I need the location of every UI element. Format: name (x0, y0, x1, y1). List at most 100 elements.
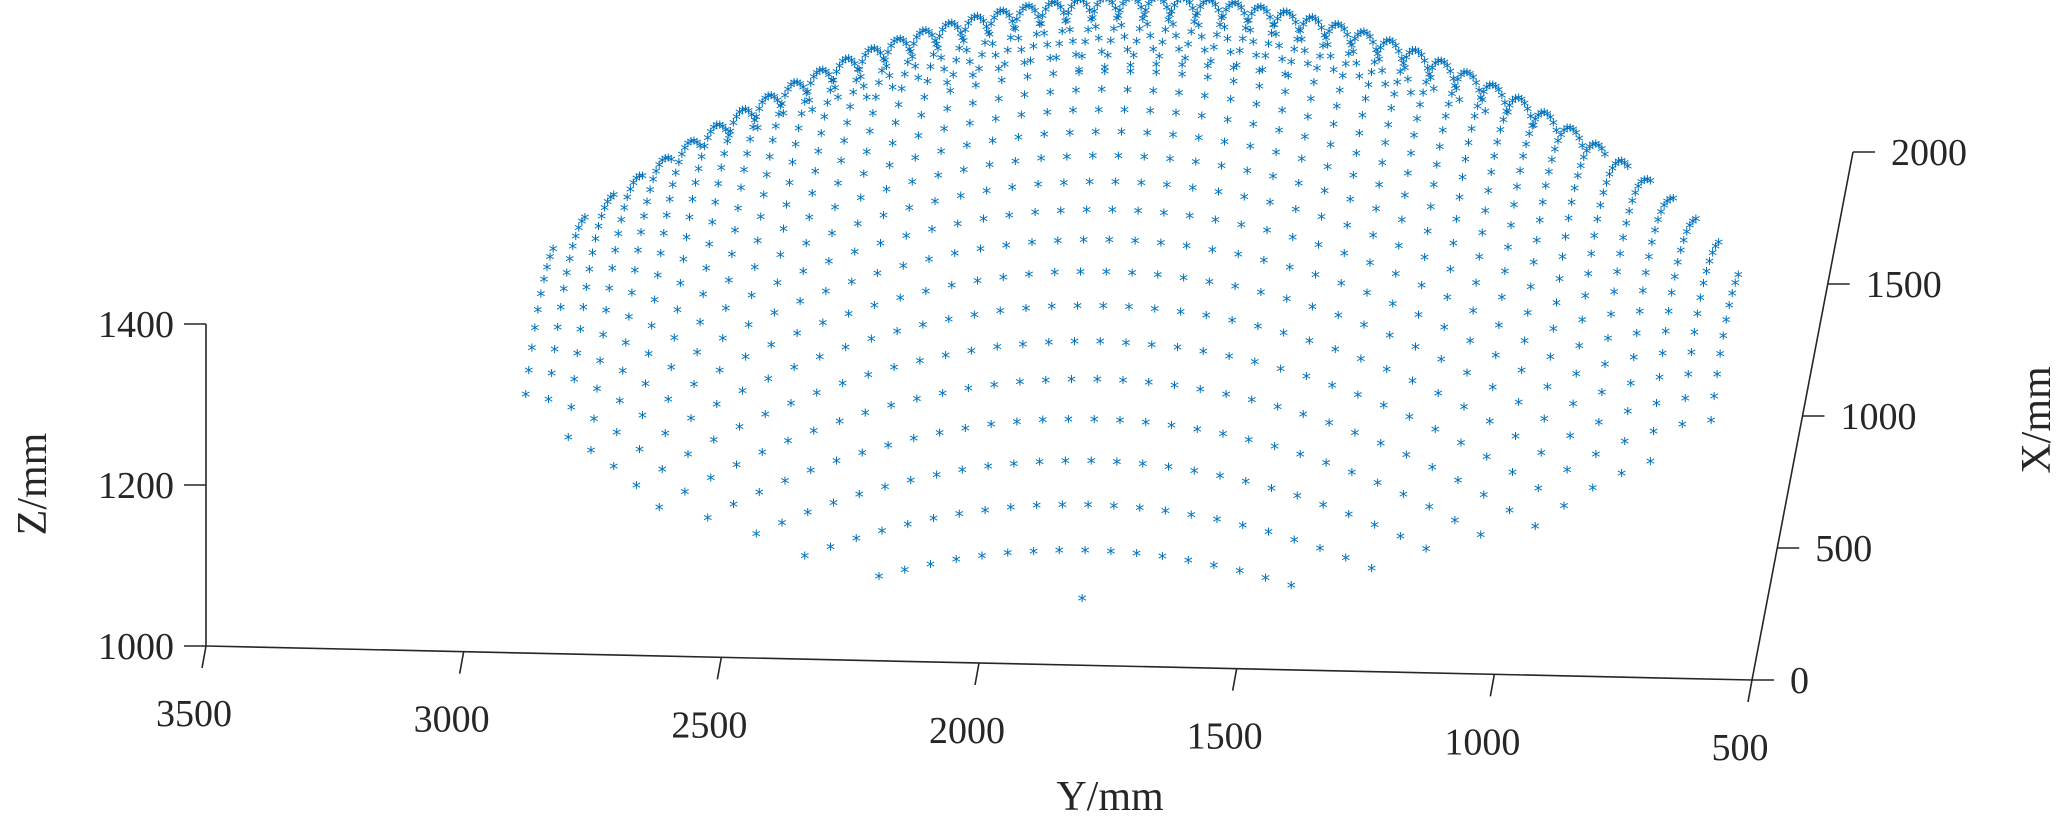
data-point: * (1588, 137, 1597, 158)
data-point: * (1008, 180, 1017, 201)
data-point: * (1494, 318, 1503, 339)
data-point: * (990, 377, 999, 398)
y-tick-label: 2500 (671, 704, 747, 746)
data-point: * (1337, 276, 1346, 297)
data-point: * (1303, 57, 1312, 78)
data-point: * (1161, 503, 1170, 524)
data-point: * (1300, 43, 1309, 64)
data-point: * (1011, 154, 1020, 175)
data-point: * (744, 104, 753, 125)
data-point: * (665, 192, 674, 213)
data-point: * (1426, 70, 1435, 91)
data-point: * (1475, 83, 1484, 104)
data-point: * (638, 168, 647, 189)
data-point: * (1425, 500, 1434, 521)
data-point: * (1396, 529, 1405, 550)
data-point: * (770, 90, 779, 111)
data-point: * (831, 81, 840, 102)
data-point: * (1106, 34, 1115, 55)
data-point: * (553, 320, 562, 341)
data-point: * (1414, 44, 1423, 65)
data-point: * (685, 210, 694, 231)
data-point: * (912, 391, 921, 412)
data-point: * (1384, 117, 1393, 138)
data-point: * (994, 91, 1003, 112)
data-point: * (768, 133, 777, 154)
data-point: * (1679, 233, 1688, 254)
data-point: * (1043, 105, 1052, 126)
data-point: * (1411, 340, 1420, 361)
data-point: * (1147, 0, 1156, 13)
data-point: * (1678, 417, 1687, 438)
data-point: * (888, 80, 897, 101)
data-point: * (993, 340, 1002, 361)
data-point: * (741, 102, 750, 123)
data-point: * (1408, 374, 1417, 395)
data-point: * (1366, 30, 1375, 51)
data-point: * (1360, 318, 1369, 339)
data-point: * (1428, 460, 1437, 481)
data-point: * (1728, 286, 1737, 307)
data-point: * (791, 137, 800, 158)
data-point: * (1064, 412, 1073, 433)
data-point: * (1355, 69, 1364, 90)
data-point: * (985, 27, 994, 48)
data-point: * (1546, 350, 1555, 371)
data-point: * (1651, 223, 1660, 244)
data-point: * (1490, 149, 1499, 170)
data-point: * (1053, 0, 1062, 18)
data-point: * (687, 134, 696, 155)
data-point: * (1291, 202, 1300, 223)
data-point: * (1350, 425, 1359, 446)
data-point: * (1020, 88, 1029, 109)
data-point: * (1385, 33, 1394, 54)
data-point: * (1029, 544, 1038, 565)
data-point: * (1685, 218, 1694, 239)
data-point: * (838, 54, 847, 75)
data-point: * (1352, 56, 1361, 77)
data-point: * (1047, 299, 1056, 320)
data-point: * (1288, 9, 1297, 30)
data-point: * (988, 134, 997, 155)
data-point: * (874, 76, 883, 97)
data-point: * (1373, 47, 1382, 68)
data-point: * (596, 353, 605, 374)
data-point: * (864, 368, 873, 389)
data-point: * (1391, 266, 1400, 287)
data-point: * (1272, 27, 1281, 48)
data-point: * (1015, 6, 1024, 27)
data-point: * (1222, 3, 1231, 24)
data-point: * (1241, 21, 1250, 42)
data-point: * (985, 158, 994, 179)
data-point: * (567, 400, 576, 421)
data-point: * (1109, 22, 1118, 43)
data-point: * (1012, 415, 1021, 436)
data-point: * (1417, 48, 1426, 69)
data-point: * (688, 192, 697, 213)
data-point: * (1111, 1, 1120, 22)
data-point: * (1423, 224, 1432, 245)
data-point: * (781, 474, 790, 495)
data-point: * (802, 85, 811, 106)
data-point: * (638, 408, 647, 429)
data-point: * (1358, 108, 1367, 129)
data-point: * (640, 209, 649, 230)
data-point: * (662, 208, 671, 229)
data-point: * (950, 17, 959, 38)
data-point: * (1046, 85, 1055, 106)
data-point: * (1343, 218, 1352, 239)
data-point: * (1279, 326, 1288, 347)
data-point: * (1247, 7, 1256, 28)
data-point: * (771, 119, 780, 140)
data-point: * (981, 503, 990, 524)
data-point: * (1211, 0, 1220, 19)
data-point: * (931, 34, 940, 55)
data-point: * (1222, 387, 1231, 408)
data-point: * (761, 407, 770, 428)
x-tick-label: 1500 (1866, 264, 1942, 306)
data-point: * (1200, 43, 1209, 64)
data-point: * (984, 25, 993, 46)
data-point: * (971, 78, 980, 99)
data-point: * (1120, 102, 1129, 123)
data-point: * (1441, 109, 1450, 130)
